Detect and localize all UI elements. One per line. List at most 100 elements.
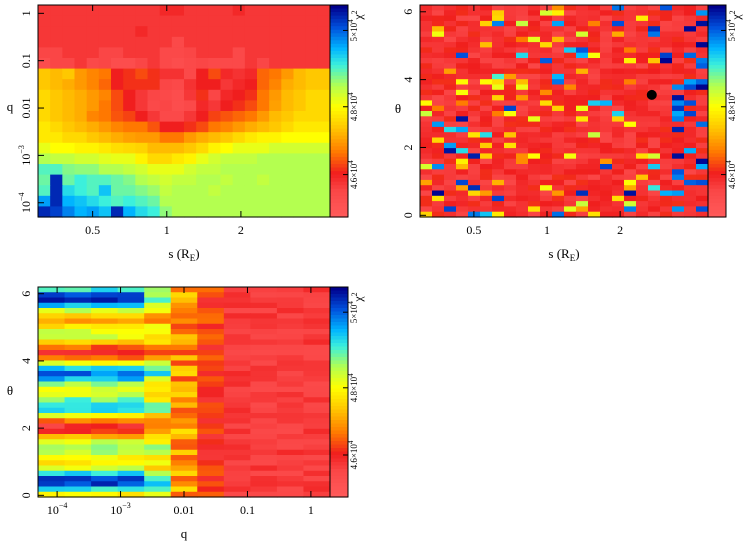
heatmap-cell: [612, 95, 625, 101]
heatmap-cell: [528, 31, 541, 38]
heatmap-cell: [456, 84, 469, 91]
heatmap-cell: [564, 26, 577, 33]
heatmap-cell: [244, 36, 258, 48]
heatmap-cell: [184, 174, 197, 186]
heatmap-cell: [660, 36, 673, 43]
heatmap-cell: [281, 26, 295, 38]
colorbar-step: [708, 167, 726, 172]
colorbar-step: [330, 402, 348, 407]
heatmap-cell: [223, 397, 251, 404]
heatmap-cell: [564, 58, 577, 64]
heatmap-cell: [144, 449, 172, 456]
heatmap-cell: [600, 190, 613, 197]
heatmap-cell: [170, 292, 198, 299]
heatmap-cell: [257, 58, 270, 70]
heatmap-cell: [504, 26, 517, 33]
heatmap-cell: [244, 164, 258, 176]
heatmap-cell: [528, 164, 541, 170]
heatmap-cell: [444, 63, 457, 70]
colorbar-step: [330, 50, 348, 56]
heatmap-cell: [588, 95, 601, 101]
heatmap-cell: [648, 84, 661, 91]
heatmap-cell: [504, 42, 517, 48]
heatmap-cell: [600, 31, 613, 38]
heatmap-cell: [144, 371, 172, 377]
heatmap-cell: [636, 105, 649, 112]
heatmap-cell: [50, 68, 63, 80]
heatmap-cell: [197, 350, 225, 356]
heatmap-cell: [250, 449, 278, 456]
heatmap-cell: [257, 195, 270, 207]
heatmap-cell: [50, 47, 63, 59]
heatmap-cell: [197, 444, 225, 451]
x-tick-label: 10−4: [47, 501, 68, 517]
y-axis-label-q: q: [7, 99, 14, 114]
heatmap-cell: [91, 460, 119, 467]
colorbar-step: [330, 479, 348, 484]
heatmap-cell: [468, 190, 481, 197]
y-tick-label: 0: [401, 212, 415, 218]
heatmap-cell: [480, 68, 493, 75]
colorbar-step: [330, 395, 348, 400]
heatmap-cell: [600, 179, 613, 186]
heatmap-cell: [159, 58, 173, 70]
heatmap-cell: [159, 79, 173, 91]
heatmap-cell: [552, 68, 565, 75]
heatmap-cell: [144, 455, 172, 461]
heatmap-cell: [660, 95, 673, 101]
heatmap-cell: [552, 126, 565, 133]
heatmap-cell: [636, 179, 649, 186]
heatmap-cell: [456, 164, 469, 170]
heatmap-cell: [612, 201, 625, 207]
heatmap-cell: [444, 84, 457, 91]
heatmap-cell: [50, 153, 63, 165]
heatmap-cell: [223, 434, 251, 440]
x-tick-label: 0.5: [466, 223, 481, 237]
heatmap-cell: [38, 26, 51, 38]
heatmap-cell: [624, 132, 637, 139]
heatmap-cell: [588, 42, 601, 48]
heatmap-cell: [111, 5, 124, 17]
heatmap-cell: [432, 179, 445, 186]
heatmap-cell: [276, 449, 305, 456]
heatmap-cell: [38, 297, 66, 304]
heatmap-cell: [420, 36, 433, 43]
heatmap-cell: [293, 121, 307, 133]
heatmap-cell: [144, 297, 172, 304]
heatmap-cell: [636, 190, 649, 197]
heatmap-cell: [293, 164, 307, 176]
heatmap-cell: [504, 121, 517, 128]
heatmap-cell: [293, 100, 307, 112]
heatmap-cell: [672, 164, 685, 170]
heatmap-cell: [170, 444, 198, 451]
heatmap-cell: [123, 153, 136, 165]
heatmap-cell: [600, 153, 613, 160]
heatmap-cell: [492, 158, 505, 165]
colorbar-step: [330, 427, 348, 432]
heatmap-cell: [91, 491, 119, 498]
heatmap-cell: [624, 31, 637, 38]
heatmap-cell: [223, 476, 251, 482]
heatmap-cell: [147, 36, 161, 48]
heatmap-cell: [588, 47, 601, 54]
heatmap-cell: [144, 302, 172, 309]
heatmap-cell: [293, 111, 307, 123]
heatmap-cell: [492, 185, 505, 192]
heatmap-cell: [303, 423, 331, 430]
heatmap-cell: [144, 381, 172, 388]
heatmap-cell: [117, 318, 145, 325]
heatmap-cell: [117, 287, 145, 293]
heatmap-cell: [244, 195, 258, 207]
heatmap-cell: [147, 121, 161, 133]
heatmap-cell: [612, 164, 625, 170]
heatmap-cell: [197, 355, 225, 362]
heatmap-cell: [117, 365, 145, 372]
heatmap-cell: [220, 142, 234, 154]
heatmap-cell: [444, 105, 457, 112]
heatmap-cell: [480, 20, 493, 27]
heatmap-cell: [528, 148, 541, 154]
heatmap-cell: [420, 5, 433, 11]
heatmap-cell: [612, 26, 625, 33]
